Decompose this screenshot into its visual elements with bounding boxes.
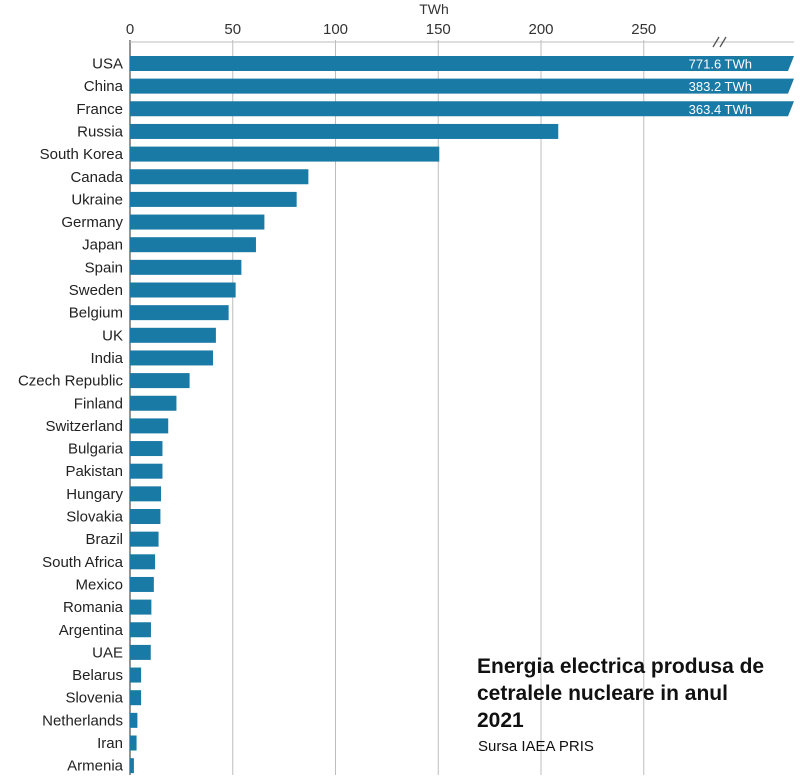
bar	[130, 259, 242, 275]
bar	[130, 758, 134, 774]
bar	[130, 56, 794, 71]
bar	[130, 237, 256, 253]
bar	[130, 576, 154, 592]
category-label: China	[84, 78, 124, 95]
bar	[130, 486, 162, 502]
bar	[130, 667, 142, 683]
category-label: Slovenia	[65, 690, 123, 707]
category-labels: USA China France Russia South Korea Canada Ukr…	[18, 56, 124, 775]
category-label: Mexico	[75, 576, 123, 593]
bar	[130, 214, 265, 230]
bar-value-label: 383.2 TWh	[689, 79, 752, 94]
bar	[130, 101, 794, 117]
bar	[130, 622, 151, 638]
x-tick-label: 50	[224, 21, 241, 38]
bar-value-label: 363.4 TWh	[689, 102, 752, 117]
bar	[130, 169, 309, 185]
category-label: Hungary	[66, 486, 123, 503]
category-label: Argentina	[59, 622, 124, 639]
category-label: Romania	[63, 599, 124, 616]
category-label: Brazil	[85, 531, 123, 548]
bar	[130, 644, 151, 660]
chart-caption-title: Energia electrica produsa de cetralele n…	[477, 655, 765, 732]
bar	[130, 395, 177, 411]
category-label: Belgium	[69, 305, 123, 322]
x-tick-label: 250	[631, 21, 656, 38]
category-label: South Korea	[40, 146, 124, 163]
category-label: UK	[102, 327, 123, 344]
category-label: Bulgaria	[68, 441, 124, 458]
category-label: Japan	[82, 237, 123, 254]
bar	[130, 690, 142, 706]
bar	[130, 350, 214, 366]
bar	[130, 327, 216, 343]
bar-value-labels: 771.6 TWh 383.2 TWh 363.4 TWh	[689, 57, 752, 117]
category-label: France	[76, 101, 123, 118]
category-label: Spain	[85, 259, 123, 276]
bar	[130, 146, 440, 162]
bar	[130, 463, 163, 479]
category-label: Belarus	[72, 667, 123, 684]
bar	[130, 282, 236, 298]
bar	[130, 191, 297, 207]
category-label: Finland	[74, 395, 123, 412]
bars	[130, 56, 794, 774]
category-label: Slovakia	[66, 509, 123, 526]
bar	[130, 373, 190, 389]
bar	[130, 712, 138, 728]
bar	[130, 418, 169, 434]
x-axis-ticks: 0 50 100 150 200 250	[126, 21, 656, 38]
x-tick-label: 100	[323, 21, 348, 38]
bar	[130, 554, 156, 570]
x-axis-title: TWh	[419, 1, 449, 17]
bar	[130, 123, 559, 139]
bar	[130, 531, 159, 547]
category-label: Sweden	[69, 282, 123, 299]
bar	[130, 441, 163, 457]
x-tick-label: 0	[126, 21, 134, 38]
category-label: USA	[92, 56, 123, 73]
category-label: Germany	[61, 214, 123, 231]
category-label: Russia	[77, 123, 124, 140]
bar-value-label: 771.6 TWh	[689, 57, 752, 72]
category-label: Canada	[70, 169, 123, 186]
bar	[130, 735, 137, 751]
category-label: Czech Republic	[18, 373, 124, 390]
axis-break-icon	[712, 36, 727, 48]
x-tick-label: 150	[426, 21, 451, 38]
chart-caption-source: Sursa IAEA PRIS	[478, 738, 594, 755]
bar	[130, 509, 161, 524]
category-label: Armenia	[67, 758, 124, 775]
x-tick-label: 200	[528, 21, 553, 38]
category-label: Netherlands	[42, 712, 123, 729]
category-label: Ukraine	[71, 191, 123, 208]
bar	[130, 78, 794, 94]
category-label: UAE	[92, 644, 123, 661]
category-label: Switzerland	[45, 418, 123, 435]
category-label: Pakistan	[65, 463, 123, 480]
bar	[130, 305, 229, 321]
category-label: Iran	[97, 735, 123, 752]
bar	[130, 599, 152, 615]
category-label: India	[90, 350, 123, 367]
category-label: South Africa	[42, 554, 124, 571]
